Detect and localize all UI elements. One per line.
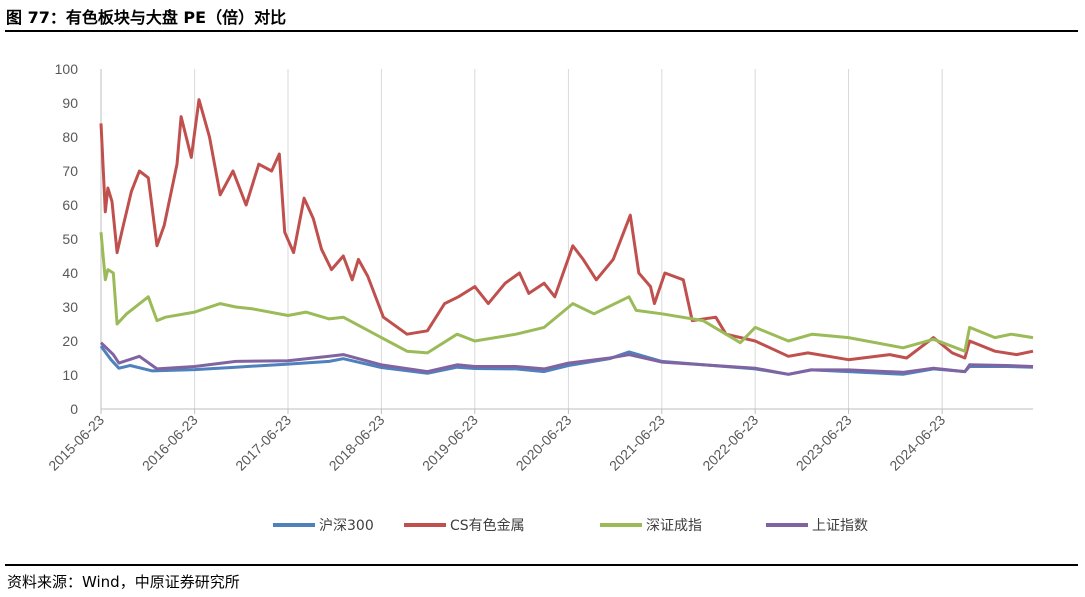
legend-label-2: CS有色金属	[450, 517, 525, 534]
x-tick-label: 2020-06-23	[513, 412, 575, 474]
series-line-1	[99, 345, 1034, 376]
y-tick-label: 20	[62, 333, 78, 349]
figure-title: 图 77：有色板块与大盘 PE（倍）对比	[6, 8, 287, 27]
series-line-3	[99, 232, 1034, 355]
y-tick-label: 10	[62, 367, 78, 383]
x-tick-label: 2022-06-23	[699, 412, 761, 474]
x-tick-label: 2021-06-23	[606, 412, 668, 474]
y-tick-label: 100	[55, 61, 79, 77]
y-tick-label: 0	[70, 401, 78, 417]
series-line-4	[99, 341, 1034, 376]
legend-label-3: 深证成指	[646, 518, 702, 534]
y-tick-label: 50	[62, 231, 78, 247]
x-tick-label: 2018-06-23	[326, 412, 388, 474]
chart-gridlines	[100, 69, 943, 409]
pe-comparison-chart: 0 10 20 30 40 50 60 70 80 90 100 2015-06-23 2016-06…	[45, 61, 1034, 534]
x-tick-label: 2024-06-23	[886, 412, 948, 474]
legend-label-4: 上证指数	[812, 518, 868, 534]
x-tick-label: 2019-06-23	[419, 412, 481, 474]
title-rule	[5, 30, 1078, 32]
x-tick-label: 2016-06-23	[139, 412, 201, 474]
y-tick-label: 40	[62, 265, 78, 281]
legend-label-1: 沪深300	[319, 518, 374, 534]
y-tick-label: 80	[62, 129, 78, 145]
y-tick-label: 70	[62, 163, 78, 179]
series-line-2	[99, 98, 1034, 362]
x-tick-label: 2023-06-23	[793, 412, 855, 474]
y-tick-label: 90	[62, 95, 78, 111]
y-tick-label: 60	[62, 197, 78, 213]
source-note: 资料来源：Wind，中原证券研究所	[7, 573, 240, 591]
x-axis-tick-labels: 2015-06-23 2016-06-23 2017-06-23 2018-06-23…	[45, 412, 948, 474]
source-rule	[5, 564, 1078, 566]
x-tick-label: 2015-06-23	[45, 412, 107, 474]
chart-legend: 沪深300 CS有色金属 深证成指 上证指数	[273, 517, 868, 534]
y-axis-tick-labels: 0 10 20 30 40 50 60 70 80 90 100	[55, 61, 79, 417]
x-tick-label: 2017-06-23	[232, 412, 294, 474]
chart-series-lines	[99, 98, 1034, 376]
y-tick-label: 30	[62, 299, 78, 315]
